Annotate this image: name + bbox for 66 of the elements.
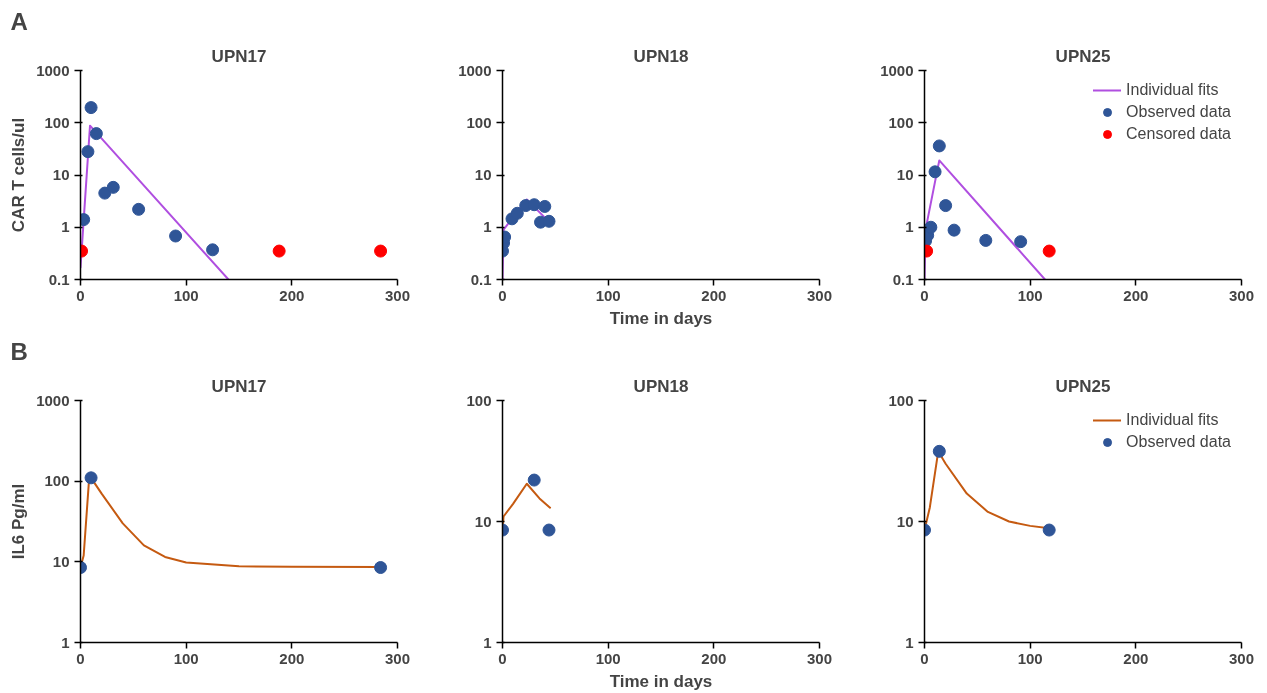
y-tick-label: 100	[888, 391, 914, 409]
x-tick-label: 0	[920, 649, 929, 667]
x-tick-label: 0	[498, 286, 507, 304]
text: A	[10, 7, 28, 35]
chart-title: UPN18	[633, 46, 689, 66]
y-tick-label: 1	[61, 218, 70, 236]
y-tick-label: 100	[888, 113, 914, 131]
y-axis-title: CAR T cells/ul	[9, 117, 29, 233]
x-tick-label: 0	[920, 286, 929, 304]
y-tick-label: 10	[474, 512, 492, 530]
x-tick-label: 300	[1228, 649, 1255, 667]
x-tick-label: 100	[173, 649, 199, 667]
x-tick-label: 100	[173, 286, 199, 304]
x-tick-label: 300	[806, 286, 833, 304]
y-tick-label: 10	[474, 166, 492, 183]
x-tick-label: 100	[595, 649, 621, 667]
x-tick-label: 0	[76, 286, 85, 304]
x-tick-label: 0	[498, 649, 507, 667]
y-tick-label: 10	[52, 166, 70, 183]
y-tick-label: 10	[896, 166, 914, 183]
x-axis-title: Time in days	[609, 308, 713, 328]
x-tick-label: 300	[806, 649, 833, 667]
chart-title: UPN25	[1055, 376, 1111, 396]
y-tick-label: 100	[44, 472, 70, 490]
y-tick-label: 10	[52, 552, 70, 570]
chart-title: UPN17	[211, 46, 267, 66]
y-tick-label: 100	[44, 113, 70, 131]
y-tick-label: 100	[466, 391, 492, 409]
y-tick-label: 10	[896, 512, 914, 530]
y-tick-label: 1	[61, 633, 70, 651]
y-tick-label: 1000	[880, 61, 914, 79]
legend-label: Individual fits	[1126, 411, 1219, 429]
x-tick-label: 100	[1017, 286, 1043, 304]
y-tick-label: 100	[466, 113, 492, 131]
x-tick-label: 200	[1123, 286, 1149, 304]
y-tick-label: 0.1	[470, 270, 492, 288]
y-tick-label: 0.1	[892, 270, 914, 288]
y-tick-label: 1	[905, 633, 914, 651]
chart-title: UPN17	[211, 376, 267, 396]
chart-title: UPN25	[1055, 46, 1111, 66]
legend-label: Censored data	[1126, 125, 1231, 143]
legend-label: Individual fits	[1126, 81, 1219, 99]
x-tick-label: 0	[76, 649, 85, 667]
chart-title: UPN18	[633, 376, 689, 396]
y-tick-label: 1	[483, 633, 492, 651]
y-axis-title: IL6 Pg/ml	[9, 483, 29, 560]
x-tick-label: 200	[701, 286, 727, 304]
y-tick-label: 1000	[458, 61, 492, 79]
x-tick-label: 300	[1228, 286, 1255, 304]
x-tick-label: 200	[279, 649, 305, 667]
x-tick-label: 300	[384, 286, 411, 304]
legend-label: Observed data	[1126, 103, 1231, 121]
x-tick-label: 100	[595, 286, 621, 304]
x-tick-label: 200	[1123, 649, 1149, 667]
x-tick-label: 100	[1017, 649, 1043, 667]
y-tick-label: 1	[483, 218, 492, 236]
y-tick-label: 1000	[36, 391, 70, 409]
y-tick-label: 1	[905, 218, 914, 236]
legend-label: Observed data	[1126, 433, 1231, 451]
x-tick-label: 200	[701, 649, 727, 667]
x-tick-label: 300	[384, 649, 411, 667]
y-tick-label: 0.1	[48, 270, 70, 288]
text: B	[10, 337, 28, 365]
y-tick-label: 1000	[36, 61, 70, 79]
x-tick-label: 200	[279, 286, 305, 304]
x-axis-title: Time in days	[609, 671, 713, 691]
